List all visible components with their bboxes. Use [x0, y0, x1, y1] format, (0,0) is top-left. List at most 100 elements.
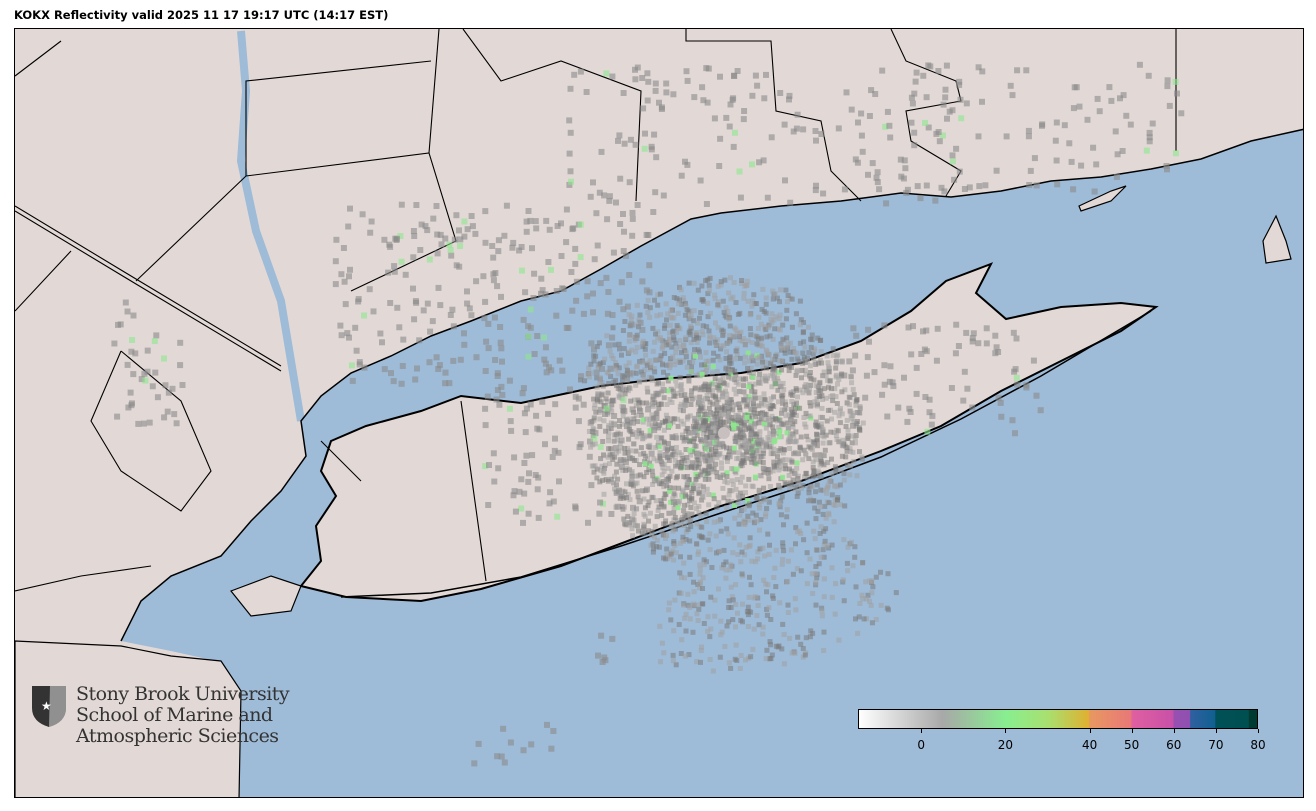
radar-cell	[770, 336, 776, 342]
radar-cell	[644, 97, 651, 104]
radar-cell	[778, 512, 784, 518]
radar-cell	[398, 201, 405, 208]
radar-cell	[699, 328, 705, 334]
radar-cell	[826, 369, 832, 375]
radar-cell	[621, 374, 627, 380]
radar-cell	[838, 406, 843, 411]
radar-cell	[832, 386, 838, 392]
radar-cell	[686, 280, 692, 286]
radar-cell	[734, 477, 740, 482]
radar-cell	[1014, 67, 1021, 74]
radar-cell	[636, 324, 641, 330]
radar-cell	[124, 361, 131, 368]
radar-cell	[644, 469, 650, 475]
radar-cell	[677, 375, 683, 381]
radar-cell	[666, 607, 672, 613]
radar-cell	[333, 236, 340, 243]
radar-cell	[710, 434, 715, 440]
radar-map[interactable]	[14, 28, 1304, 798]
radar-cell	[780, 621, 786, 627]
radar-cell	[653, 498, 659, 504]
radar-cell	[691, 336, 697, 342]
radar-cell	[721, 562, 727, 568]
radar-cell	[700, 97, 707, 104]
radar-cell	[446, 380, 453, 387]
radar-cell	[610, 249, 617, 256]
radar-cell	[611, 438, 617, 444]
radar-cell	[929, 412, 936, 419]
radar-cell	[747, 358, 753, 364]
radar-cell	[639, 360, 645, 365]
radar-cell	[396, 324, 403, 331]
radar-cell	[948, 385, 955, 391]
radar-cell	[788, 340, 793, 346]
radar-cell	[679, 637, 685, 643]
radar-cell	[742, 437, 748, 443]
radar-cell	[412, 298, 419, 305]
radar-cell	[813, 419, 819, 425]
radar-cell	[750, 358, 756, 364]
radar-cell	[341, 278, 348, 285]
radar-cell	[723, 567, 729, 573]
radar-cell	[398, 258, 405, 265]
radar-cell	[703, 201, 710, 207]
radar-cell	[810, 459, 816, 465]
radar-cell	[647, 442, 653, 448]
radar-cell	[633, 370, 639, 376]
radar-cell	[682, 493, 688, 499]
radar-cell	[792, 405, 798, 411]
radar-cell	[617, 418, 622, 423]
radar-cell	[853, 398, 859, 404]
radar-cell	[805, 358, 811, 364]
radar-cell	[817, 379, 823, 385]
radar-cell	[566, 181, 573, 188]
radar-cell	[777, 485, 783, 491]
radar-cell	[727, 454, 733, 460]
radar-cell	[748, 427, 754, 433]
radar-cell	[626, 360, 632, 366]
radar-cell	[773, 584, 779, 590]
radar-cell	[707, 634, 713, 640]
radar-cell	[834, 437, 840, 442]
radar-cell	[684, 416, 690, 422]
radar-cell	[942, 94, 949, 101]
radar-cell	[752, 389, 758, 395]
radar-cell	[706, 328, 712, 334]
radar-cell	[608, 374, 614, 379]
radar-cell	[714, 369, 720, 375]
radar-cell	[969, 338, 976, 345]
radar-cell	[527, 401, 534, 408]
radar-cell	[826, 478, 832, 483]
radar-cell	[744, 397, 750, 403]
radar-cell	[733, 348, 739, 354]
radar-cell	[665, 447, 671, 453]
radar-cell	[790, 128, 797, 135]
radar-cell	[604, 216, 611, 223]
radar-cell	[907, 409, 914, 415]
radar-cell	[733, 434, 739, 440]
radar-cell	[908, 119, 915, 126]
radar-cell	[783, 402, 789, 408]
radar-cell	[511, 488, 518, 495]
radar-cell	[718, 282, 724, 288]
radar-cell	[146, 419, 153, 426]
radar-cell	[761, 485, 767, 491]
radar-cell	[652, 534, 657, 540]
radar-cell	[756, 445, 762, 451]
radar-cell	[756, 450, 762, 456]
radar-cell	[616, 341, 622, 347]
radar-cell	[857, 404, 863, 409]
radar-cell	[594, 344, 600, 350]
logo-line-1: Stony Brook University	[76, 683, 290, 705]
radar-cell	[685, 502, 691, 508]
radar-cell	[785, 610, 791, 615]
radar-cell	[177, 339, 184, 346]
radar-cell	[643, 352, 649, 358]
radar-cell	[548, 266, 554, 273]
radar-cell	[823, 395, 829, 401]
radar-cell	[722, 277, 728, 283]
radar-cell	[935, 68, 942, 74]
radar-cell	[435, 284, 442, 291]
radar-cell	[130, 371, 137, 378]
radar-cell	[699, 644, 704, 650]
